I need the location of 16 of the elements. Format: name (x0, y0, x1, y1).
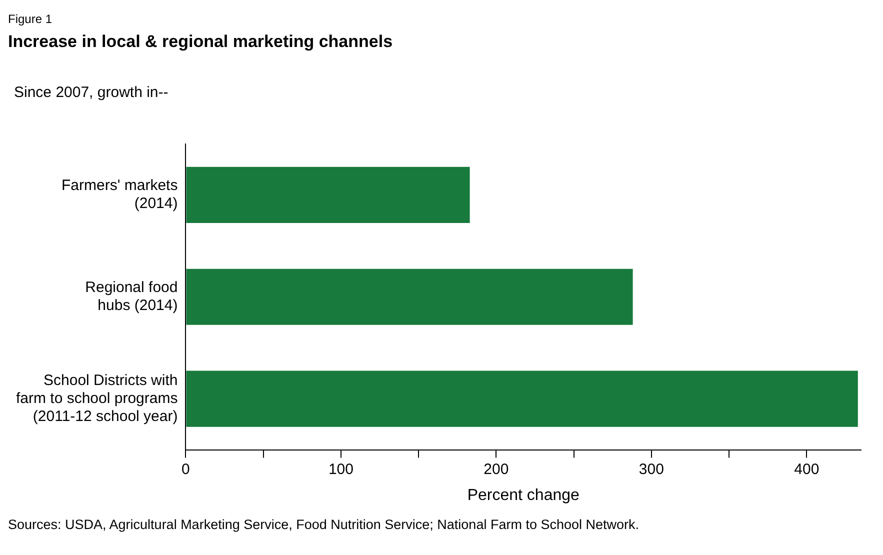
y-axis-title: Since 2007, growth in-- (14, 84, 170, 101)
y-tick-label: Farmers' markets (2014) (62, 177, 178, 212)
x-tick-label: 0 (182, 460, 190, 478)
y-tick-label: School Districts with farm to school programs (2011-12 school year) (16, 372, 178, 425)
bar (186, 166, 470, 223)
x-tick-label: 200 (484, 460, 509, 478)
x-tick-label: 400 (794, 460, 820, 478)
x-axis-title: Percent change (467, 486, 580, 504)
bar (186, 370, 858, 427)
x-tick-label: 300 (638, 460, 664, 478)
x-tick-label: 100 (328, 460, 354, 478)
chart-title: Increase in local & regional marketing channels (8, 32, 394, 52)
text: Figure 1 (8, 11, 54, 26)
source-note: Sources: USDA, Agricultural Marketing Service, Food Nutrition Service; National Farm to School Network. (8, 517, 640, 532)
bar (186, 268, 633, 325)
y-tick-label: Regional food hubs (2014) (85, 279, 178, 314)
